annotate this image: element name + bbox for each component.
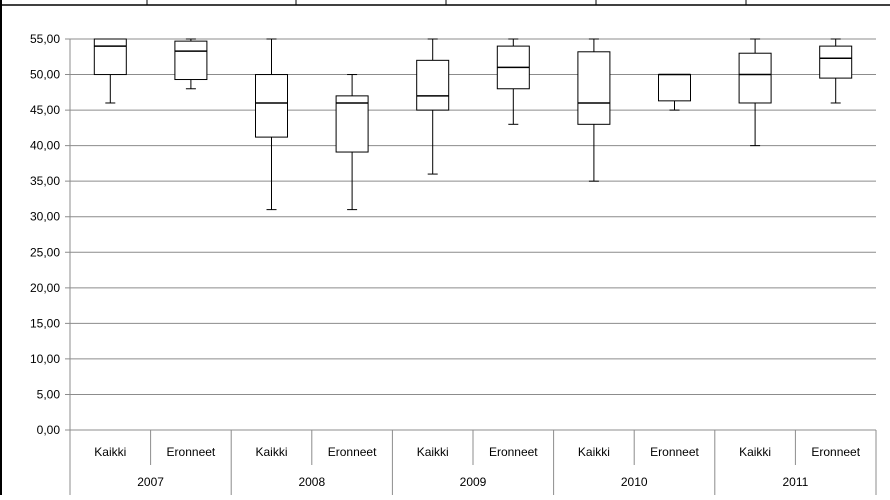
box-2008-eronneet: [335, 74, 369, 211]
y-tick-label: 45,00: [30, 103, 60, 117]
x-year-label: 2010: [621, 475, 648, 489]
box-2007-kaikki: [93, 38, 127, 104]
y-tick-label: 0,00: [37, 423, 61, 437]
x-category-label: Eronneet: [811, 445, 860, 459]
box-iqr: [658, 74, 691, 102]
box-iqr: [819, 45, 853, 79]
box-2009-eronneet: [496, 38, 530, 125]
x-category-label: Eronneet: [489, 445, 538, 459]
box-layer: [93, 38, 853, 211]
gridlines: [65, 38, 876, 431]
box-iqr: [174, 40, 208, 81]
y-tick-label: 10,00: [30, 352, 60, 366]
x-category-label: Eronneet: [650, 445, 699, 459]
x-category-label: Eronneet: [167, 445, 216, 459]
x-category-label: Kaikki: [94, 445, 126, 459]
y-tick-label: 5,00: [37, 387, 61, 401]
box-iqr: [255, 74, 288, 138]
box-2007-eronneet: [174, 38, 208, 90]
x-category-label: Kaikki: [255, 445, 287, 459]
x-category-label: Kaikki: [578, 445, 610, 459]
x-year-label: 2008: [298, 475, 325, 489]
y-tick-label: 50,00: [30, 68, 60, 82]
box-iqr: [335, 95, 369, 153]
box-2011-kaikki: [738, 38, 772, 147]
x-year-label: 2007: [137, 475, 164, 489]
y-tick-label: 40,00: [30, 139, 60, 153]
y-tick-label: 35,00: [30, 174, 60, 188]
box-iqr: [577, 51, 611, 125]
box-2010-kaikki: [577, 38, 611, 182]
y-axis-tick-labels: 0,00 5,00 10,00 15,00 20,00 25,00 30,00 35,00 40…: [30, 32, 60, 437]
x-year-label: 2011: [782, 475, 808, 489]
box-iqr: [93, 38, 127, 76]
y-tick-label: 55,00: [30, 32, 60, 46]
y-tick-label: 15,00: [30, 316, 60, 330]
box-2008-kaikki: [255, 38, 288, 211]
x-category-label: Kaikki: [417, 445, 449, 459]
x-year-label: 2009: [460, 475, 487, 489]
x-category-label: Eronneet: [328, 445, 377, 459]
box-2009-kaikki: [416, 38, 450, 175]
box-2011-eronneet: [819, 38, 853, 104]
y-tick-label: 20,00: [30, 281, 60, 295]
y-tick-label: 25,00: [30, 245, 60, 259]
box-2010-eronneet: [658, 73, 691, 111]
x-category-label: Kaikki: [739, 445, 771, 459]
x-axis: Kaikki Eronneet 2007 Kaikki Eronneet 2008 Kaik…: [69, 430, 877, 495]
y-tick-label: 30,00: [30, 210, 60, 224]
box-iqr: [738, 52, 772, 104]
box-iqr: [416, 59, 450, 111]
